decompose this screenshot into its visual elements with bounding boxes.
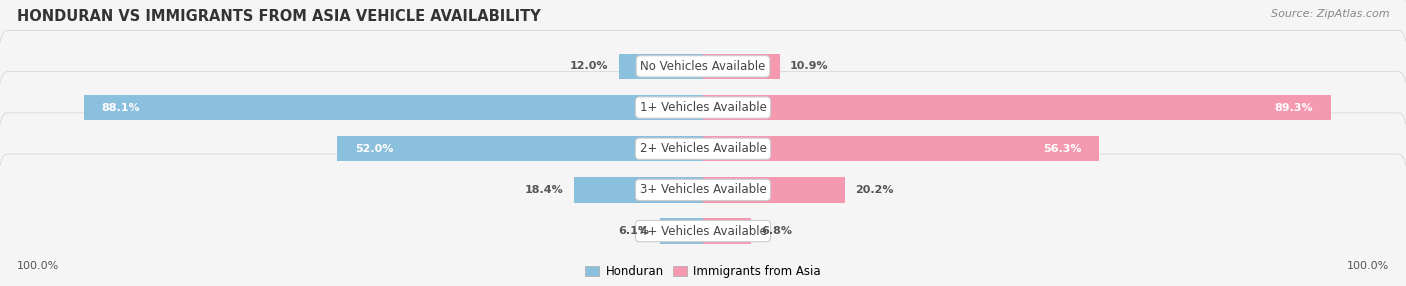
Text: 12.0%: 12.0%: [569, 61, 609, 71]
FancyBboxPatch shape: [0, 72, 1406, 226]
Text: 56.3%: 56.3%: [1043, 144, 1081, 154]
Bar: [703, 53, 779, 79]
FancyBboxPatch shape: [0, 154, 1406, 286]
Bar: [703, 177, 845, 203]
Text: 100.0%: 100.0%: [17, 261, 59, 271]
Text: 88.1%: 88.1%: [101, 103, 139, 112]
Bar: [703, 136, 1099, 162]
Text: 1+ Vehicles Available: 1+ Vehicles Available: [640, 101, 766, 114]
Bar: [574, 177, 703, 203]
Text: Source: ZipAtlas.com: Source: ZipAtlas.com: [1271, 9, 1389, 19]
Text: 52.0%: 52.0%: [354, 144, 394, 154]
FancyBboxPatch shape: [0, 113, 1406, 267]
Bar: [661, 218, 703, 244]
Bar: [84, 95, 703, 120]
Text: No Vehicles Available: No Vehicles Available: [640, 60, 766, 73]
Text: 10.9%: 10.9%: [790, 61, 828, 71]
Bar: [337, 136, 703, 162]
Text: 2+ Vehicles Available: 2+ Vehicles Available: [640, 142, 766, 155]
Text: 89.3%: 89.3%: [1275, 103, 1313, 112]
Text: 100.0%: 100.0%: [1347, 261, 1389, 271]
FancyBboxPatch shape: [0, 31, 1406, 184]
Text: 3+ Vehicles Available: 3+ Vehicles Available: [640, 183, 766, 196]
Text: 20.2%: 20.2%: [855, 185, 894, 195]
Text: HONDURAN VS IMMIGRANTS FROM ASIA VEHICLE AVAILABILITY: HONDURAN VS IMMIGRANTS FROM ASIA VEHICLE…: [17, 9, 541, 23]
Text: 18.4%: 18.4%: [524, 185, 564, 195]
Text: 4+ Vehicles Available: 4+ Vehicles Available: [640, 225, 766, 238]
Text: 6.8%: 6.8%: [762, 226, 793, 236]
Text: 6.1%: 6.1%: [619, 226, 650, 236]
Bar: [619, 53, 703, 79]
Bar: [703, 218, 751, 244]
FancyBboxPatch shape: [0, 0, 1406, 143]
Bar: [703, 95, 1330, 120]
Legend: Honduran, Immigrants from Asia: Honduran, Immigrants from Asia: [583, 262, 823, 280]
